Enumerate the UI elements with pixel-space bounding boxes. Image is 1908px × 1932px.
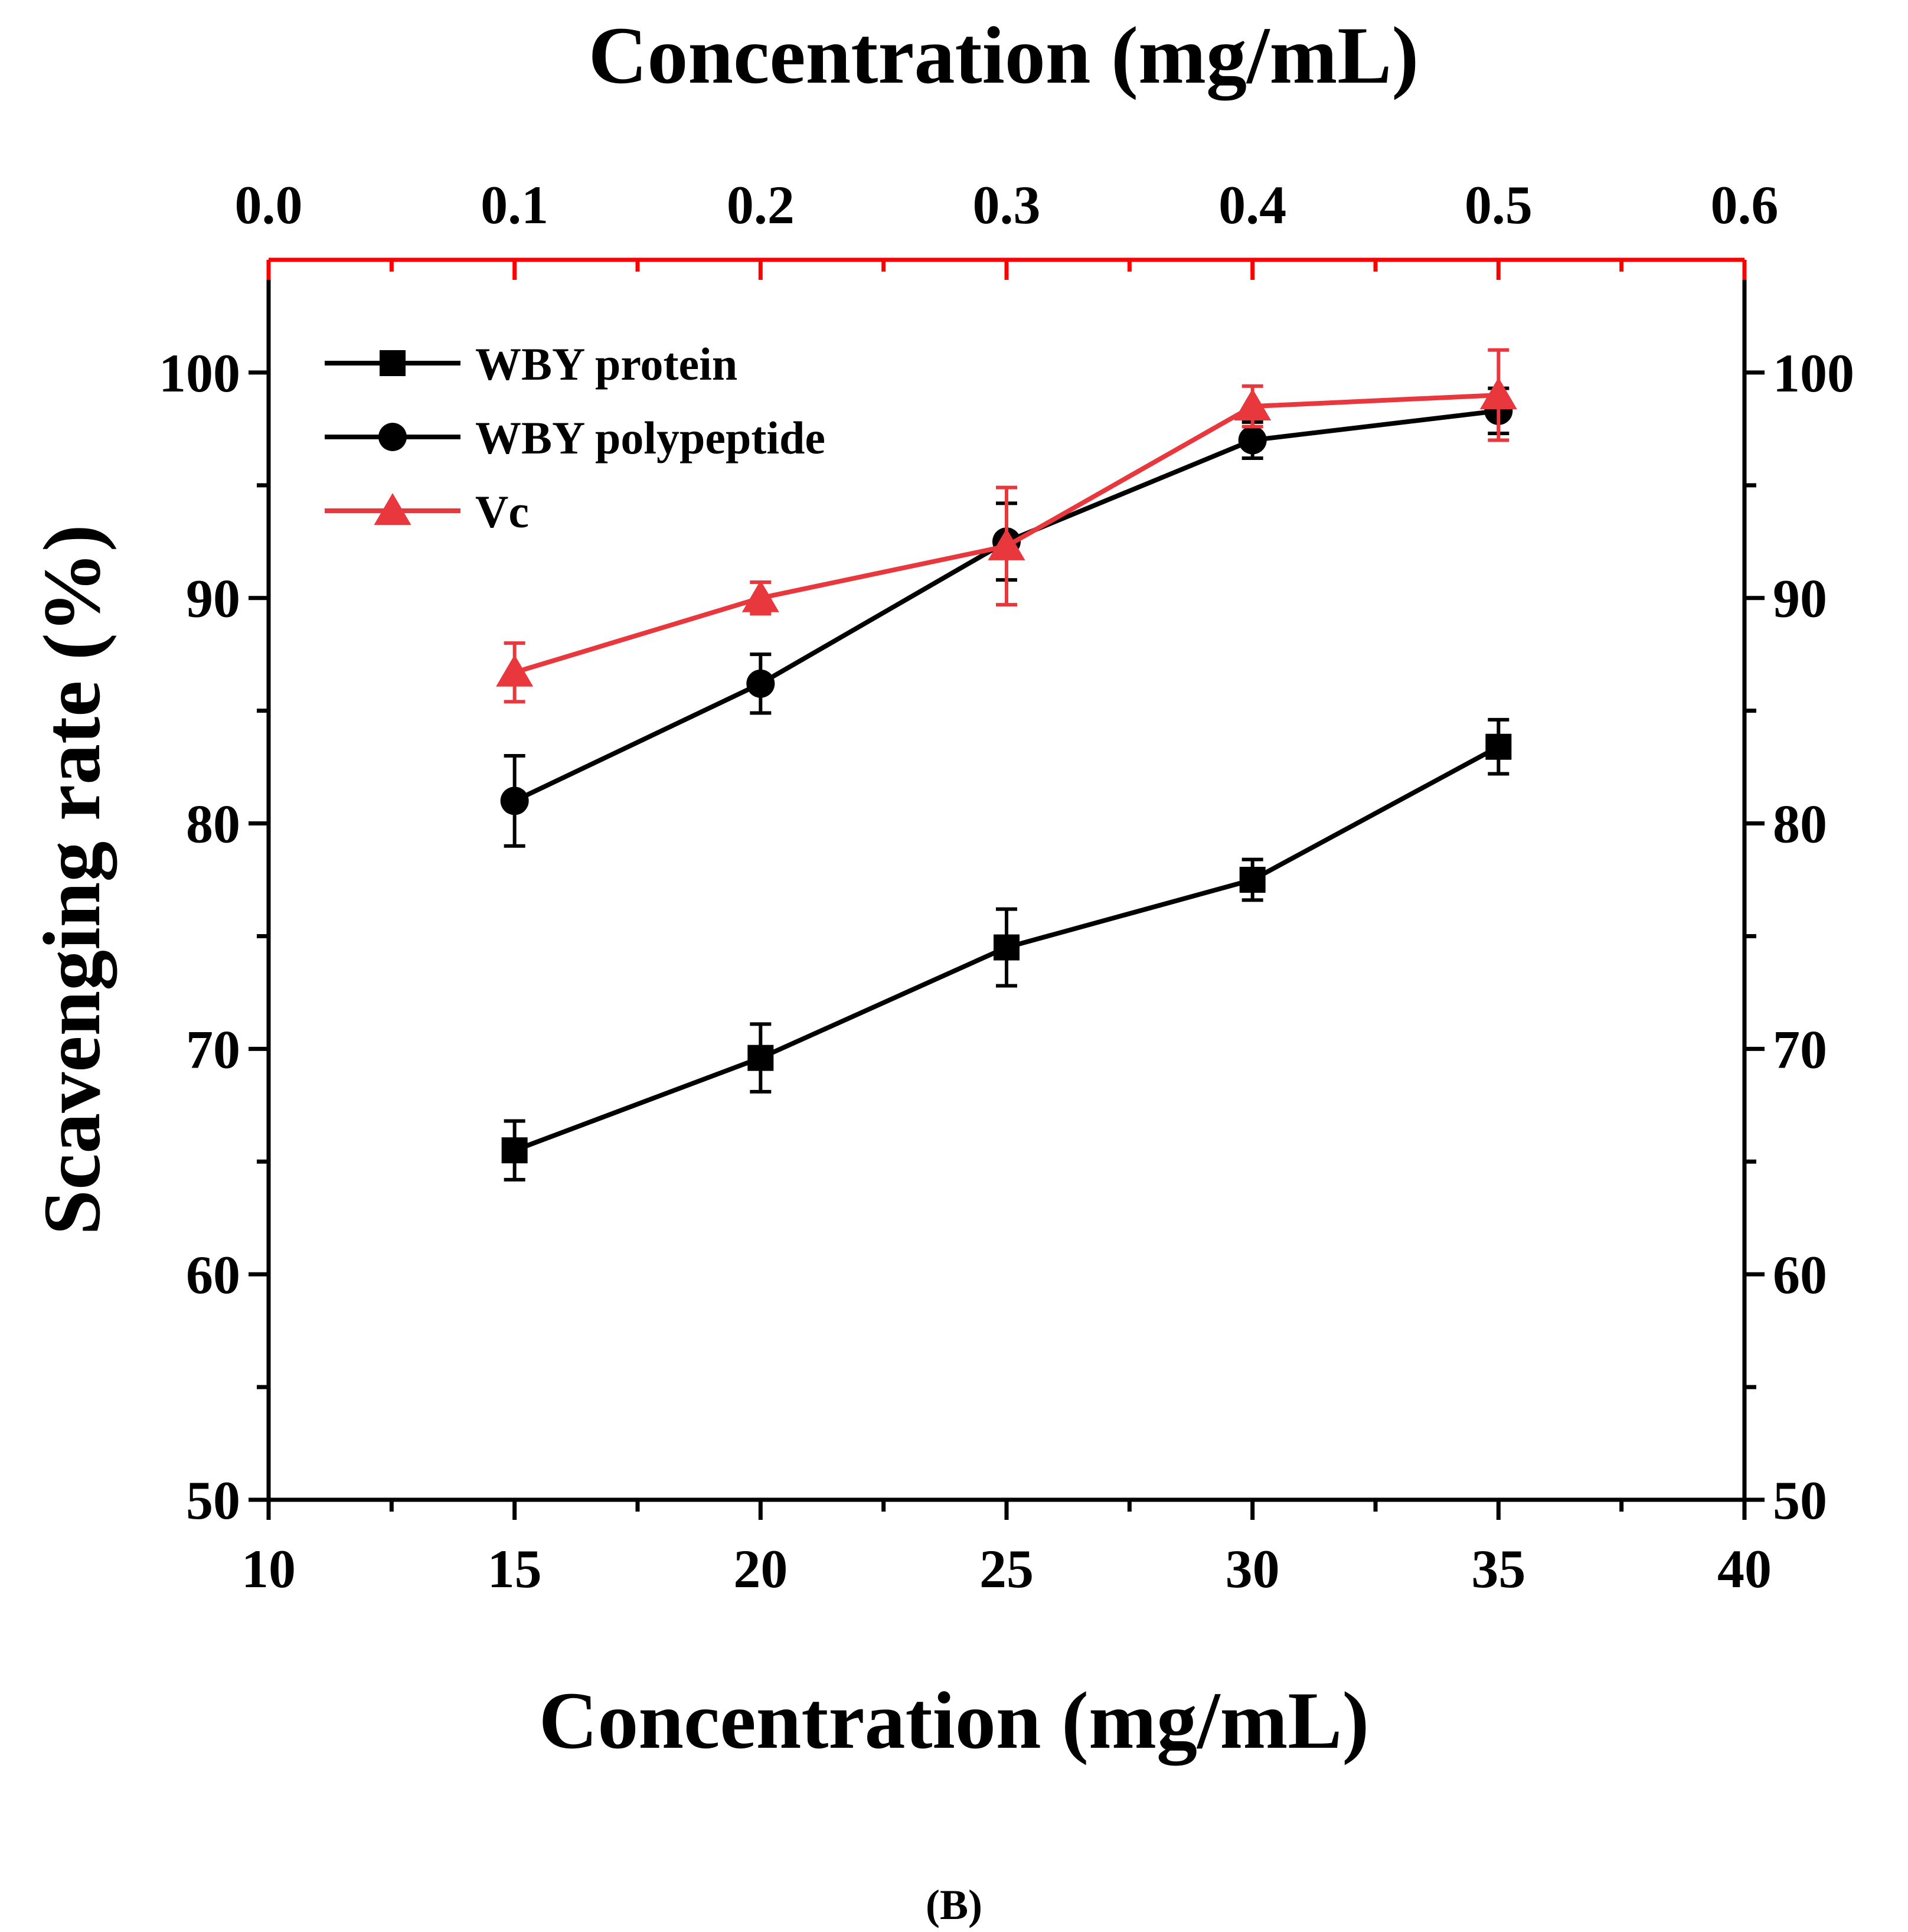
y-axis-title: Scavenging rate (%)	[27, 524, 117, 1235]
legend-entry: WBY protein	[325, 338, 737, 390]
x-tick-label: 20	[733, 1539, 788, 1599]
legend-entry: Vc	[325, 486, 529, 537]
y-tick-label: 100	[159, 343, 240, 403]
data-point	[1239, 867, 1266, 893]
x-tick-label: 10	[241, 1539, 296, 1599]
y-tick-label: 60	[186, 1245, 240, 1305]
data-point	[500, 786, 529, 815]
x-tick-label: 35	[1471, 1539, 1525, 1599]
x-tick-label: 30	[1226, 1539, 1280, 1599]
x-tick-label: 25	[979, 1539, 1034, 1599]
legend-label: Vc	[475, 486, 529, 537]
data-point	[1238, 426, 1267, 455]
x2-tick-label: 0.1	[481, 175, 548, 235]
x2-tick-label: 0.5	[1465, 175, 1533, 235]
legend-marker	[380, 350, 406, 376]
data-point	[1234, 389, 1272, 421]
data-point	[501, 1137, 528, 1164]
x2-tick-label: 0.3	[973, 175, 1041, 235]
y2-tick-label: 60	[1773, 1245, 1827, 1305]
series-layer	[496, 348, 1517, 1182]
series-wby-protein	[501, 717, 1512, 1182]
data-point	[988, 528, 1025, 560]
axes: 10 15 20 25 30 35 40 0.0 0.1 0.2 0.3 0.4 0.5 0.6 50 50 6…	[159, 175, 1854, 1599]
data-point	[746, 669, 775, 698]
panel-label: (B)	[926, 1881, 982, 1928]
y-tick-label: 90	[186, 569, 240, 629]
x2-tick-label: 0.6	[1711, 175, 1779, 235]
data-point	[741, 580, 779, 612]
x-tick-label: 15	[488, 1539, 542, 1599]
x-axis-title: Concentration (mg/mL)	[539, 1675, 1370, 1765]
x2-axis-title: Concentration (mg/mL)	[589, 10, 1419, 100]
legend-label: WBY protein	[475, 338, 737, 390]
series-vc	[496, 348, 1517, 704]
data-point	[1485, 733, 1512, 760]
legend-entry: WBY polypeptide	[325, 412, 825, 464]
y-tick-label: 70	[186, 1019, 240, 1079]
x2-tick-label: 0.2	[727, 175, 795, 235]
legend: WBY protein WBY polypeptide Vc	[325, 338, 825, 537]
data-point	[747, 1045, 774, 1071]
y2-tick-label: 100	[1773, 343, 1854, 403]
data-point	[994, 934, 1020, 961]
data-point	[1479, 377, 1517, 410]
x2-tick-label: 0.0	[235, 175, 303, 235]
y2-tick-label: 70	[1773, 1019, 1827, 1079]
x-tick-label: 40	[1717, 1539, 1772, 1599]
y2-tick-label: 80	[1773, 794, 1827, 854]
y2-tick-label: 50	[1773, 1470, 1827, 1530]
y-tick-label: 50	[186, 1470, 240, 1530]
legend-label: WBY polypeptide	[475, 412, 825, 464]
data-point	[496, 654, 534, 687]
legend-marker	[378, 423, 407, 451]
y-tick-label: 80	[186, 794, 240, 854]
x2-tick-label: 0.4	[1218, 175, 1286, 235]
y2-tick-label: 90	[1773, 569, 1827, 629]
legend-marker	[374, 493, 411, 525]
